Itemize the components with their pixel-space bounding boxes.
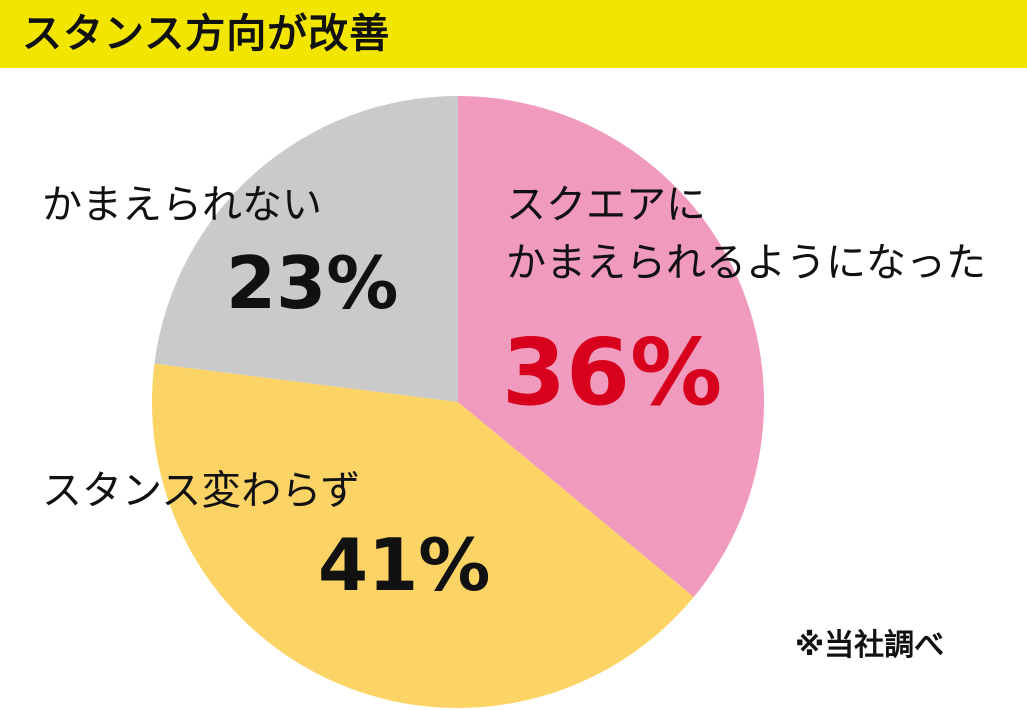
pie-slices [151,96,765,709]
pie-slice-unchanged [151,363,694,709]
slice-label-cannot-1: かまえられない [42,182,322,228]
chart-title: スタンス方向が改善 [22,11,391,57]
pie-slice-square [458,96,765,598]
slice-label-square-2: かまえられるようになった [506,240,986,286]
pie-slice-cannot [154,96,458,402]
source-note: ※当社調べ [795,628,945,663]
slice-value-cannot: 23% [226,241,398,325]
slice-value-unchanged: 41% [318,523,490,607]
title-bar: スタンス方向が改善 [0,0,1027,68]
slice-label-unchanged-1: スタンス変わらず [42,468,360,514]
slice-value-square: 36% [502,319,722,426]
slice-label-square-1: スクエアに [506,182,706,228]
